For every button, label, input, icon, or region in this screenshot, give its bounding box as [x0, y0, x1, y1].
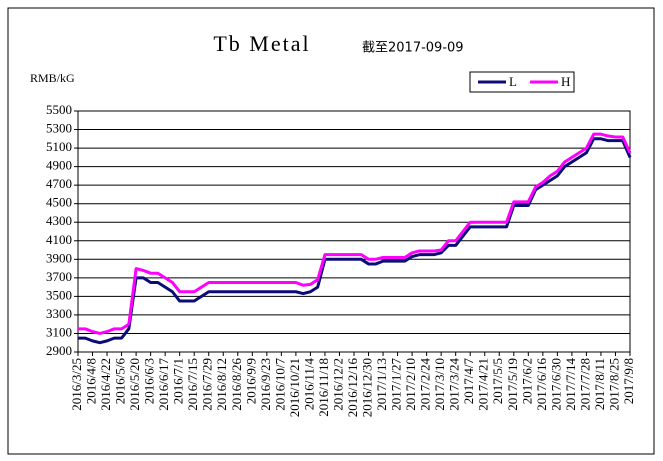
- y-axis-label: RMB/kG: [30, 71, 75, 85]
- x-tick-label: 2017/7/28: [577, 358, 592, 411]
- x-tick-label: 2017/1/13: [374, 358, 389, 411]
- x-tick-label: 2017/3/10: [432, 358, 447, 411]
- x-tick-label: 2017/2/24: [418, 358, 433, 411]
- y-tick-label: 5100: [46, 139, 72, 154]
- y-tick-label: 3500: [46, 287, 72, 302]
- x-tick-label: 2017/6/30: [548, 358, 563, 411]
- y-tick-label: 4700: [46, 176, 72, 191]
- series-line: [78, 132, 632, 335]
- legend-box: [469, 71, 575, 93]
- x-tick-label: 2016/5/6: [113, 358, 128, 405]
- x-tick-label: 2017/6/16: [534, 358, 549, 411]
- x-tick-label: 2016/4/8: [84, 358, 99, 404]
- chart-title: Tb Metal: [213, 31, 310, 56]
- x-tick-label: 2016/8/26: [229, 358, 244, 411]
- x-tick-label: 2016/5/20: [127, 358, 142, 411]
- y-tick-label: 4900: [46, 158, 72, 173]
- x-tick-label: 2016/12/30: [360, 358, 375, 417]
- x-tick-label: 2016/8/12: [214, 358, 229, 411]
- x-tick-label: 2017/4/21: [476, 358, 491, 411]
- x-tick-label: 2017/3/24: [447, 358, 462, 411]
- series-line: [78, 137, 632, 345]
- x-tick-label: 2016/7/1: [171, 358, 186, 404]
- x-tick-label: 2016/4/22: [98, 358, 113, 411]
- y-tick-label: 3300: [46, 306, 72, 321]
- x-tick-label: 2017/1/27: [389, 358, 404, 411]
- legend-label: L: [509, 74, 517, 89]
- x-tick-label: 2016/11/4: [301, 358, 316, 411]
- x-tick-label: 2017/5/19: [505, 358, 520, 411]
- y-tick-label: 5500: [46, 102, 72, 117]
- x-tick-label: 2017/8/11: [592, 358, 607, 410]
- x-tick-label: 2016/12/16: [345, 358, 360, 418]
- y-tick-label: 2900: [46, 343, 72, 358]
- x-tick-label: 2017/6/2: [519, 358, 534, 404]
- legend-label: H: [561, 74, 570, 89]
- x-tick-label: 2017/7/14: [563, 358, 578, 411]
- x-tick-label: 2016/11/18: [316, 358, 331, 417]
- x-tick-label: 2016/6/17: [156, 358, 171, 411]
- chart-subtitle: 截至2017-09-09: [362, 41, 464, 56]
- y-tick-label: 3700: [46, 269, 72, 284]
- x-tick-label: 2016/9/23: [258, 358, 273, 411]
- y-tick-label: 3900: [46, 250, 72, 265]
- x-tick-label: 2016/10/21: [287, 358, 302, 417]
- x-tick-label: 2017/5/5: [490, 358, 505, 404]
- x-tick-label: 2017/8/25: [606, 358, 621, 411]
- x-tick-label: 2017/2/10: [403, 358, 418, 411]
- y-tick-label: 4100: [46, 232, 72, 247]
- y-tick-label: 4500: [46, 195, 72, 210]
- x-tick-label: 2016/6/3: [142, 358, 157, 404]
- y-tick-label: 3100: [46, 324, 72, 339]
- x-tick-label: 2016/10/7: [272, 358, 287, 411]
- y-tick-label: 5300: [46, 121, 72, 136]
- y-tick-label: 4300: [46, 213, 72, 228]
- x-tick-label: 2017/9/8: [621, 358, 636, 404]
- x-tick-label: 2016/3/25: [69, 358, 84, 411]
- x-tick-label: 2016/12/2: [330, 358, 345, 411]
- x-tick-label: 2017/4/7: [461, 358, 476, 405]
- x-tick-label: 2016/7/29: [200, 358, 215, 411]
- x-tick-label: 2016/7/15: [185, 358, 200, 411]
- x-tick-label: 2016/9/9: [243, 358, 258, 404]
